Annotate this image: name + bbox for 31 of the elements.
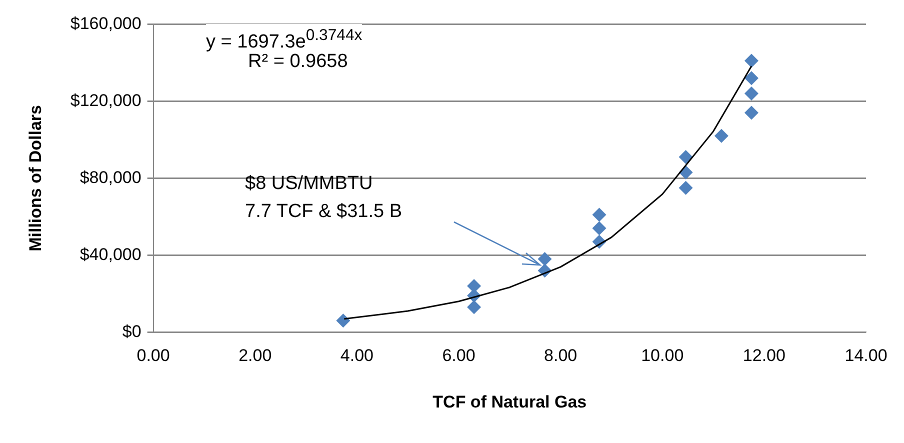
point (744, 86, 758, 100)
y-tick-label: $160,000 (70, 14, 142, 33)
y-tick-label: $120,000 (70, 90, 142, 110)
point (467, 300, 482, 314)
point (744, 106, 758, 120)
point (592, 221, 606, 236)
x-tick-label: 10.00 (641, 346, 684, 366)
point (336, 314, 350, 328)
point (678, 180, 693, 195)
x-tick-label: 14.00 (844, 346, 888, 366)
point (744, 54, 758, 68)
point (744, 71, 758, 86)
x-tick-label: 0.00 (136, 346, 170, 366)
annotation: $8 US/MMBTU 7.7 TCF & $31.5 B (245, 172, 402, 224)
y-tick-label: $0 (122, 322, 142, 341)
y-tick-label: $80,000 (80, 168, 142, 187)
y-tick-label: $40,000 (80, 244, 142, 264)
y-axis-title: Millions of Dollars (26, 104, 45, 252)
point (467, 279, 482, 293)
annotation: y = 1697.3e$^{0.3744x}$ (206, 24, 362, 54)
x-tick-label: 2.00 (238, 346, 272, 366)
x-tick-label: 8.00 (544, 346, 578, 366)
x-tick-label: 6.00 (442, 346, 476, 366)
point (714, 128, 728, 143)
point (538, 252, 552, 266)
x-tick-label: 12.00 (742, 346, 786, 366)
point (592, 208, 606, 222)
point (678, 150, 693, 164)
x-axis-title: TCF of Natural Gas (432, 392, 587, 412)
annotation: R² = 0.9658 (248, 50, 348, 74)
x-tick-label: 4.00 (340, 346, 374, 366)
